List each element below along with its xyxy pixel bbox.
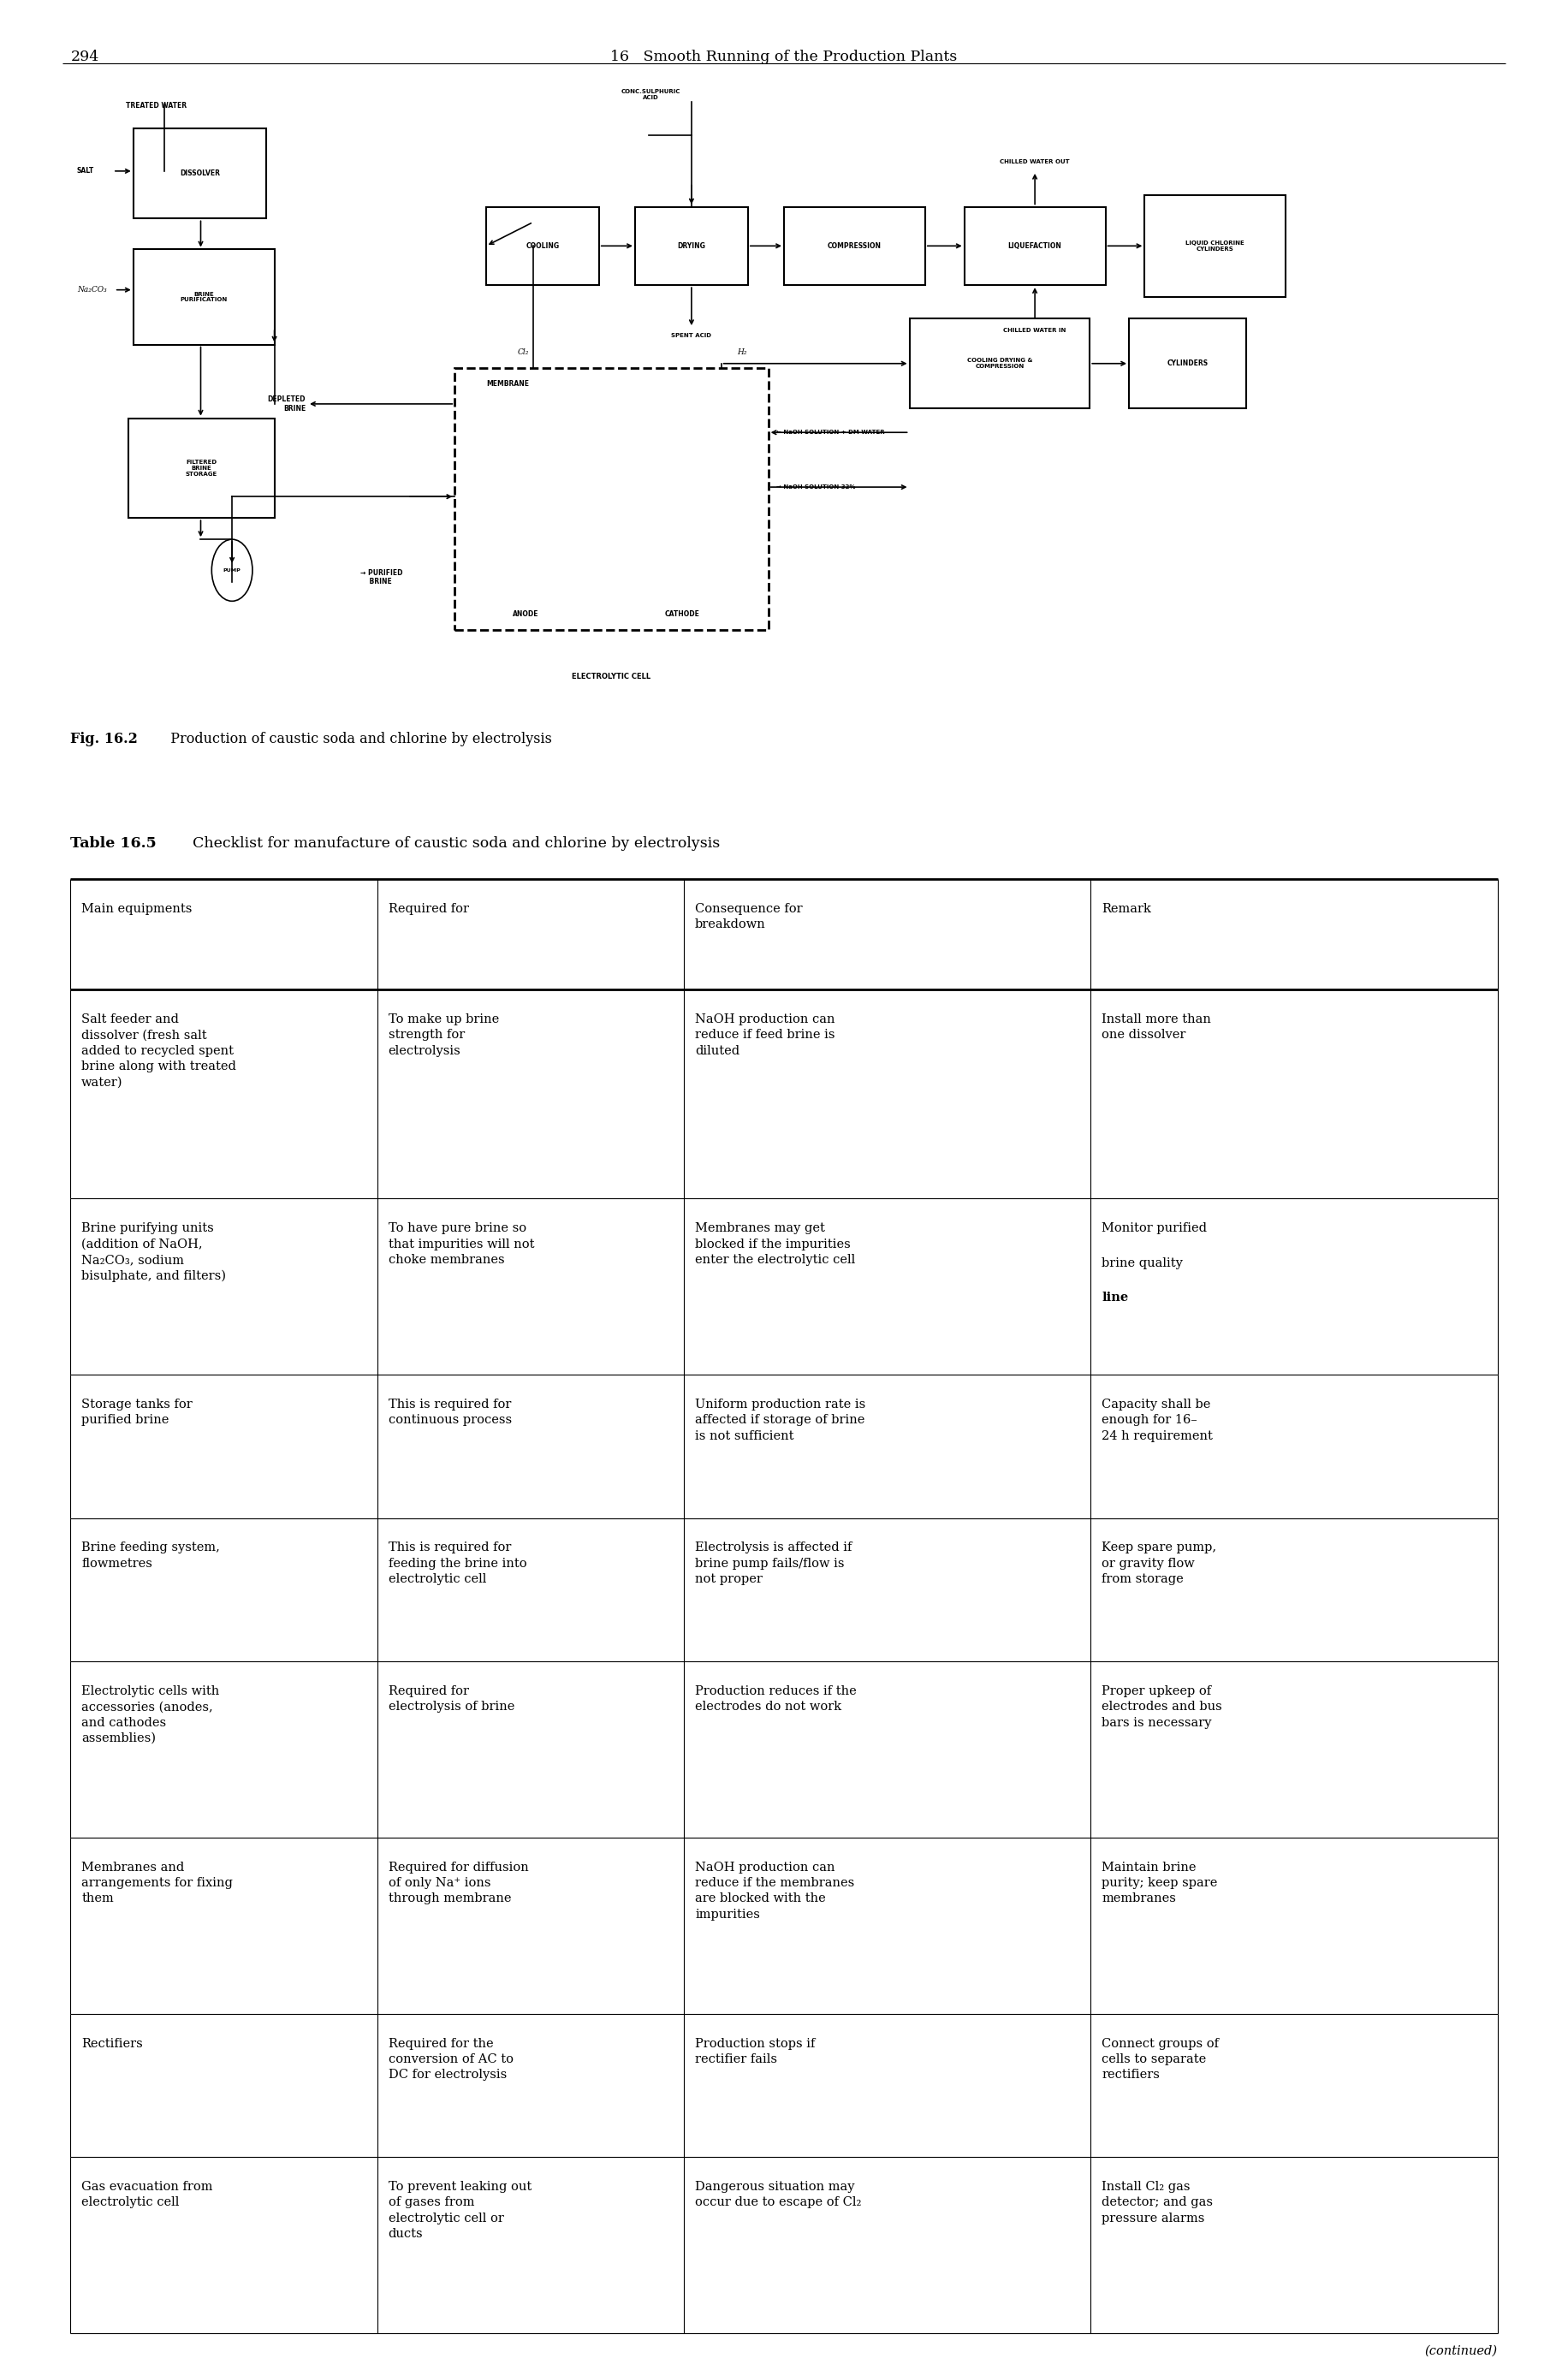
Text: SPENT ACID: SPENT ACID bbox=[671, 333, 712, 337]
Text: H₂: H₂ bbox=[737, 349, 746, 356]
Text: BRINE
PURIFICATION: BRINE PURIFICATION bbox=[180, 292, 227, 302]
Text: COMPRESSION: COMPRESSION bbox=[828, 242, 881, 249]
Text: CHILLED WATER OUT: CHILLED WATER OUT bbox=[1000, 159, 1069, 164]
Text: Dangerous situation may
occur due to escape of Cl₂: Dangerous situation may occur due to esc… bbox=[695, 2181, 861, 2210]
Text: Consequence for
breakdown: Consequence for breakdown bbox=[695, 903, 803, 931]
Text: NaOH production can
reduce if feed brine is
diluted: NaOH production can reduce if feed brine… bbox=[695, 1012, 836, 1057]
Bar bbox=[133, 128, 267, 219]
Bar bbox=[133, 249, 274, 345]
Text: (continued): (continued) bbox=[1425, 2345, 1497, 2357]
Bar bbox=[455, 368, 768, 630]
Text: MEMBRANE: MEMBRANE bbox=[486, 380, 528, 387]
Text: FILTERED
BRINE
STORAGE: FILTERED BRINE STORAGE bbox=[185, 459, 218, 478]
Text: CHILLED WATER IN: CHILLED WATER IN bbox=[1004, 328, 1066, 333]
Bar bbox=[129, 418, 274, 518]
Text: Electrolysis is affected if
brine pump fails/flow is
not proper: Electrolysis is affected if brine pump f… bbox=[695, 1542, 851, 1585]
Text: NaOH production can
reduce if the membranes
are blocked with the
impurities: NaOH production can reduce if the membra… bbox=[695, 1860, 855, 1920]
Text: Production stops if
rectifier fails: Production stops if rectifier fails bbox=[695, 2039, 815, 2065]
Text: Brine feeding system,
flowmetres: Brine feeding system, flowmetres bbox=[82, 1542, 220, 1571]
Text: Gas evacuation from
electrolytic cell: Gas evacuation from electrolytic cell bbox=[82, 2181, 213, 2210]
Text: Install Cl₂ gas
detector; and gas
pressure alarms: Install Cl₂ gas detector; and gas pressu… bbox=[1102, 2181, 1214, 2224]
Text: Main equipments: Main equipments bbox=[82, 903, 193, 915]
Text: Cl₂: Cl₂ bbox=[517, 349, 528, 356]
Text: → NaOH SOLUTION 32%: → NaOH SOLUTION 32% bbox=[776, 485, 855, 489]
Text: Fig. 16.2: Fig. 16.2 bbox=[71, 732, 138, 746]
Text: Remark: Remark bbox=[1102, 903, 1151, 915]
Text: CATHODE: CATHODE bbox=[665, 611, 699, 618]
Text: Maintain brine
purity; keep spare
membranes: Maintain brine purity; keep spare membra… bbox=[1102, 1860, 1218, 1906]
Text: TREATED WATER: TREATED WATER bbox=[125, 102, 187, 109]
Text: Rectifiers: Rectifiers bbox=[82, 2039, 143, 2050]
Bar bbox=[486, 207, 599, 285]
Text: This is required for
continuous process: This is required for continuous process bbox=[389, 1399, 511, 1426]
Text: Salt feeder and
dissolver (fresh salt
added to recycled spent
brine along with t: Salt feeder and dissolver (fresh salt ad… bbox=[82, 1012, 237, 1088]
Text: Install more than
one dissolver: Install more than one dissolver bbox=[1102, 1012, 1210, 1041]
Text: LIQUID CHLORINE
CYLINDERS: LIQUID CHLORINE CYLINDERS bbox=[1185, 240, 1245, 252]
Text: Capacity shall be
enough for 16–
24 h requirement: Capacity shall be enough for 16– 24 h re… bbox=[1102, 1399, 1214, 1442]
Text: DRYING: DRYING bbox=[677, 242, 706, 249]
Text: Membranes may get
blocked if the impurities
enter the electrolytic cell: Membranes may get blocked if the impurit… bbox=[695, 1221, 856, 1266]
Text: Uniform production rate is
affected if storage of brine
is not sufficient: Uniform production rate is affected if s… bbox=[695, 1399, 866, 1442]
Text: Keep spare pump,
or gravity flow
from storage: Keep spare pump, or gravity flow from st… bbox=[1102, 1542, 1217, 1585]
Bar bbox=[964, 207, 1105, 285]
Text: Brine purifying units
(addition of NaOH,
Na₂CO₃, sodium
bisulphate, and filters): Brine purifying units (addition of NaOH,… bbox=[82, 1221, 226, 1283]
Text: SALT: SALT bbox=[77, 166, 94, 176]
Text: brine quality: brine quality bbox=[1102, 1257, 1187, 1269]
Text: Checklist for manufacture of caustic soda and chlorine by electrolysis: Checklist for manufacture of caustic sod… bbox=[183, 836, 720, 851]
Text: ELECTROLYTIC CELL: ELECTROLYTIC CELL bbox=[572, 672, 651, 680]
Text: To prevent leaking out
of gases from
electrolytic cell or
ducts: To prevent leaking out of gases from ele… bbox=[389, 2181, 532, 2241]
Text: PUMP: PUMP bbox=[223, 568, 241, 573]
Text: LIQUEFACTION: LIQUEFACTION bbox=[1008, 242, 1062, 249]
Text: To have pure brine so
that impurities will not
choke membranes: To have pure brine so that impurities wi… bbox=[389, 1221, 535, 1266]
Bar bbox=[909, 318, 1090, 409]
Bar bbox=[784, 207, 925, 285]
Text: Table 16.5: Table 16.5 bbox=[71, 836, 157, 851]
Text: Storage tanks for
purified brine: Storage tanks for purified brine bbox=[82, 1399, 193, 1426]
Bar bbox=[635, 207, 748, 285]
Text: Required for the
conversion of AC to
DC for electrolysis: Required for the conversion of AC to DC … bbox=[389, 2039, 513, 2081]
Text: CYLINDERS: CYLINDERS bbox=[1167, 359, 1209, 368]
Circle shape bbox=[212, 539, 252, 601]
Text: Required for
electrolysis of brine: Required for electrolysis of brine bbox=[389, 1685, 514, 1713]
Text: DISSOLVER: DISSOLVER bbox=[180, 169, 220, 178]
Text: Connect groups of
cells to separate
rectifiers: Connect groups of cells to separate rect… bbox=[1102, 2039, 1218, 2081]
Text: To make up brine
strength for
electrolysis: To make up brine strength for electrolys… bbox=[389, 1012, 499, 1057]
Text: COOLING DRYING &
COMPRESSION: COOLING DRYING & COMPRESSION bbox=[967, 359, 1032, 368]
Text: Required for diffusion
of only Na⁺ ions
through membrane: Required for diffusion of only Na⁺ ions … bbox=[389, 1860, 528, 1906]
Text: 16   Smooth Running of the Production Plants: 16 Smooth Running of the Production Plan… bbox=[610, 50, 958, 64]
Text: Required for: Required for bbox=[389, 903, 469, 915]
Text: → PURIFIED
    BRINE: → PURIFIED BRINE bbox=[361, 570, 403, 584]
Text: CONC.SULPHURIC
ACID: CONC.SULPHURIC ACID bbox=[621, 88, 681, 100]
Text: Na₂CO₃: Na₂CO₃ bbox=[77, 285, 107, 295]
Text: Monitor purified: Monitor purified bbox=[1102, 1221, 1207, 1236]
Text: Proper upkeep of
electrodes and bus
bars is necessary: Proper upkeep of electrodes and bus bars… bbox=[1102, 1685, 1221, 1730]
Bar bbox=[1129, 318, 1247, 409]
Text: This is required for
feeding the brine into
electrolytic cell: This is required for feeding the brine i… bbox=[389, 1542, 527, 1585]
Text: line: line bbox=[1102, 1293, 1129, 1304]
Text: 294: 294 bbox=[71, 50, 99, 64]
Text: Membranes and
arrangements for fixing
them: Membranes and arrangements for fixing th… bbox=[82, 1860, 234, 1906]
Text: ANODE: ANODE bbox=[513, 611, 538, 618]
Text: ← NaOH SOLUTION + DM WATER: ← NaOH SOLUTION + DM WATER bbox=[776, 430, 884, 435]
Text: Production reduces if the
electrodes do not work: Production reduces if the electrodes do … bbox=[695, 1685, 856, 1713]
Text: DEPLETED
BRINE: DEPLETED BRINE bbox=[268, 397, 306, 411]
Text: COOLING: COOLING bbox=[525, 242, 560, 249]
Text: Production of caustic soda and chlorine by electrolysis: Production of caustic soda and chlorine … bbox=[162, 732, 552, 746]
Bar bbox=[1145, 195, 1286, 297]
Text: Electrolytic cells with
accessories (anodes,
and cathodes
assemblies): Electrolytic cells with accessories (ano… bbox=[82, 1685, 220, 1744]
